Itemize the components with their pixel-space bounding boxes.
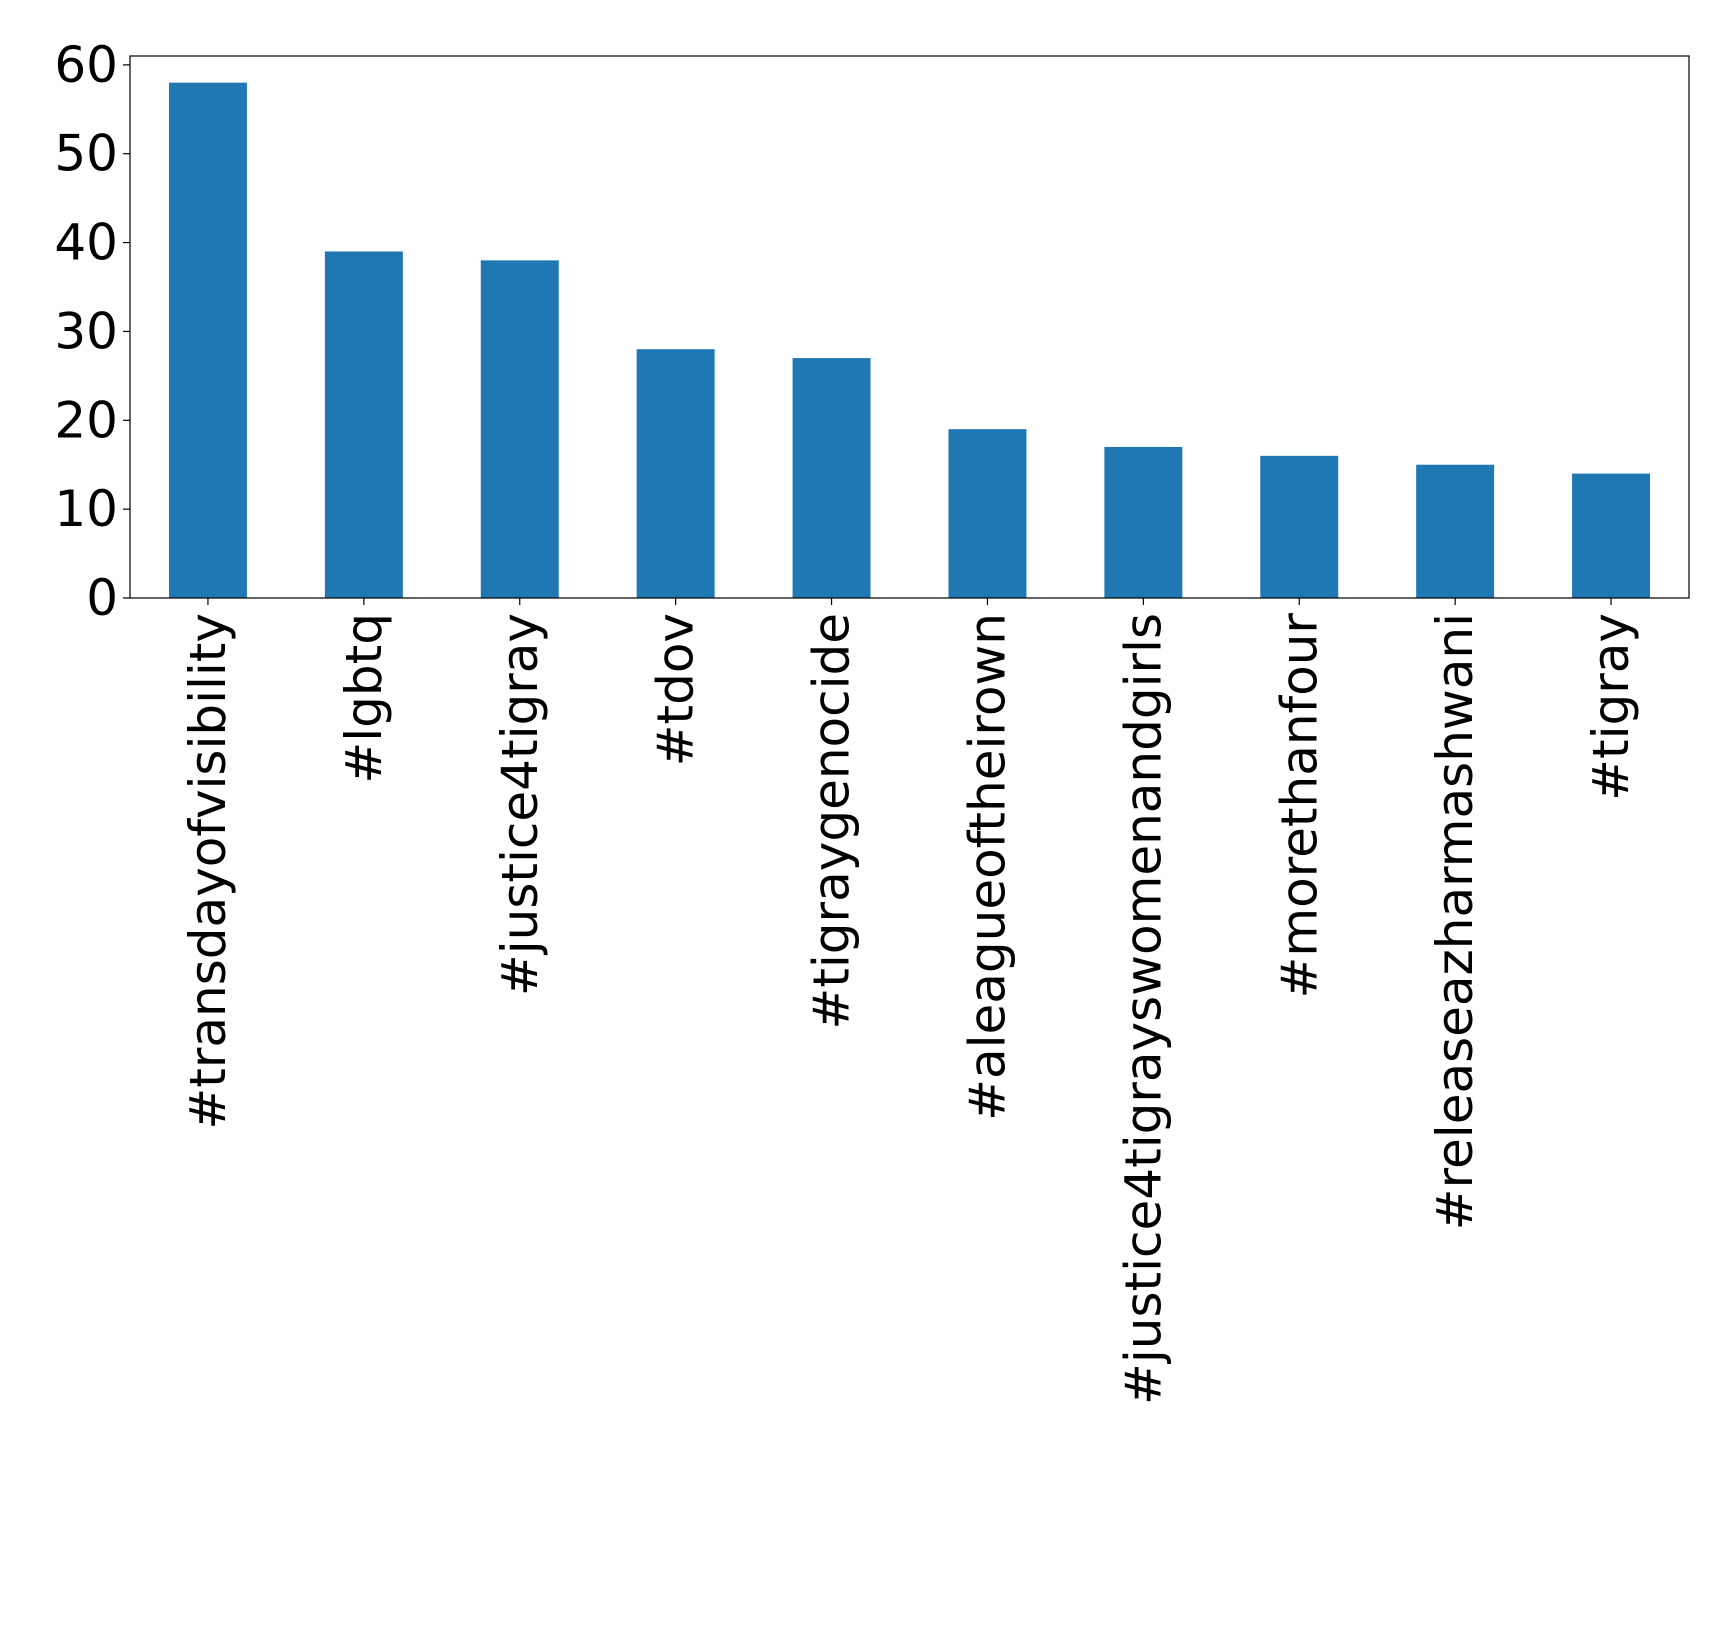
y-tick-label: 0 <box>86 569 118 627</box>
bar-6 <box>1104 446 1183 598</box>
bar-1 <box>324 251 403 598</box>
bar-8 <box>1416 464 1495 598</box>
bar-7 <box>1260 455 1339 598</box>
bar-2 <box>480 260 559 598</box>
bar-5 <box>948 429 1027 598</box>
y-tick-label: 10 <box>54 480 118 538</box>
y-tick-label: 30 <box>54 302 118 360</box>
bar-0 <box>168 82 247 598</box>
x-axis: #transdayofvisibility #lgbtq #justice4tigr… <box>179 598 1640 1405</box>
x-tick-label: #lgbtq <box>335 613 393 784</box>
x-tick-label: #releaseazharmashwani <box>1426 613 1484 1230</box>
y-tick-label: 60 <box>54 36 118 94</box>
x-tick-label: #justice4tigray <box>491 613 549 996</box>
x-tick-label: #tigray <box>1582 613 1640 801</box>
y-tick-label: 40 <box>54 214 118 272</box>
y-axis: 0 10 20 30 40 50 60 <box>54 36 130 627</box>
y-tick-label: 50 <box>54 125 118 183</box>
bars-layer <box>168 82 1651 598</box>
x-tick-label: #aleagueoftheirown <box>958 613 1016 1121</box>
bar-4 <box>792 358 871 598</box>
plot-frame <box>129 55 1690 599</box>
bar-9 <box>1572 473 1651 598</box>
x-tick-label: #morethanfour <box>1270 613 1328 999</box>
x-tick-label: #justice4tigrayswomenandgirls <box>1114 613 1172 1405</box>
x-tick-label: #tdov <box>647 613 705 766</box>
x-tick-label: #transdayofvisibility <box>179 613 237 1130</box>
y-tick-label: 20 <box>54 391 118 449</box>
x-tick-label: #tigraygenocide <box>803 613 861 1030</box>
bar-3 <box>636 349 715 598</box>
